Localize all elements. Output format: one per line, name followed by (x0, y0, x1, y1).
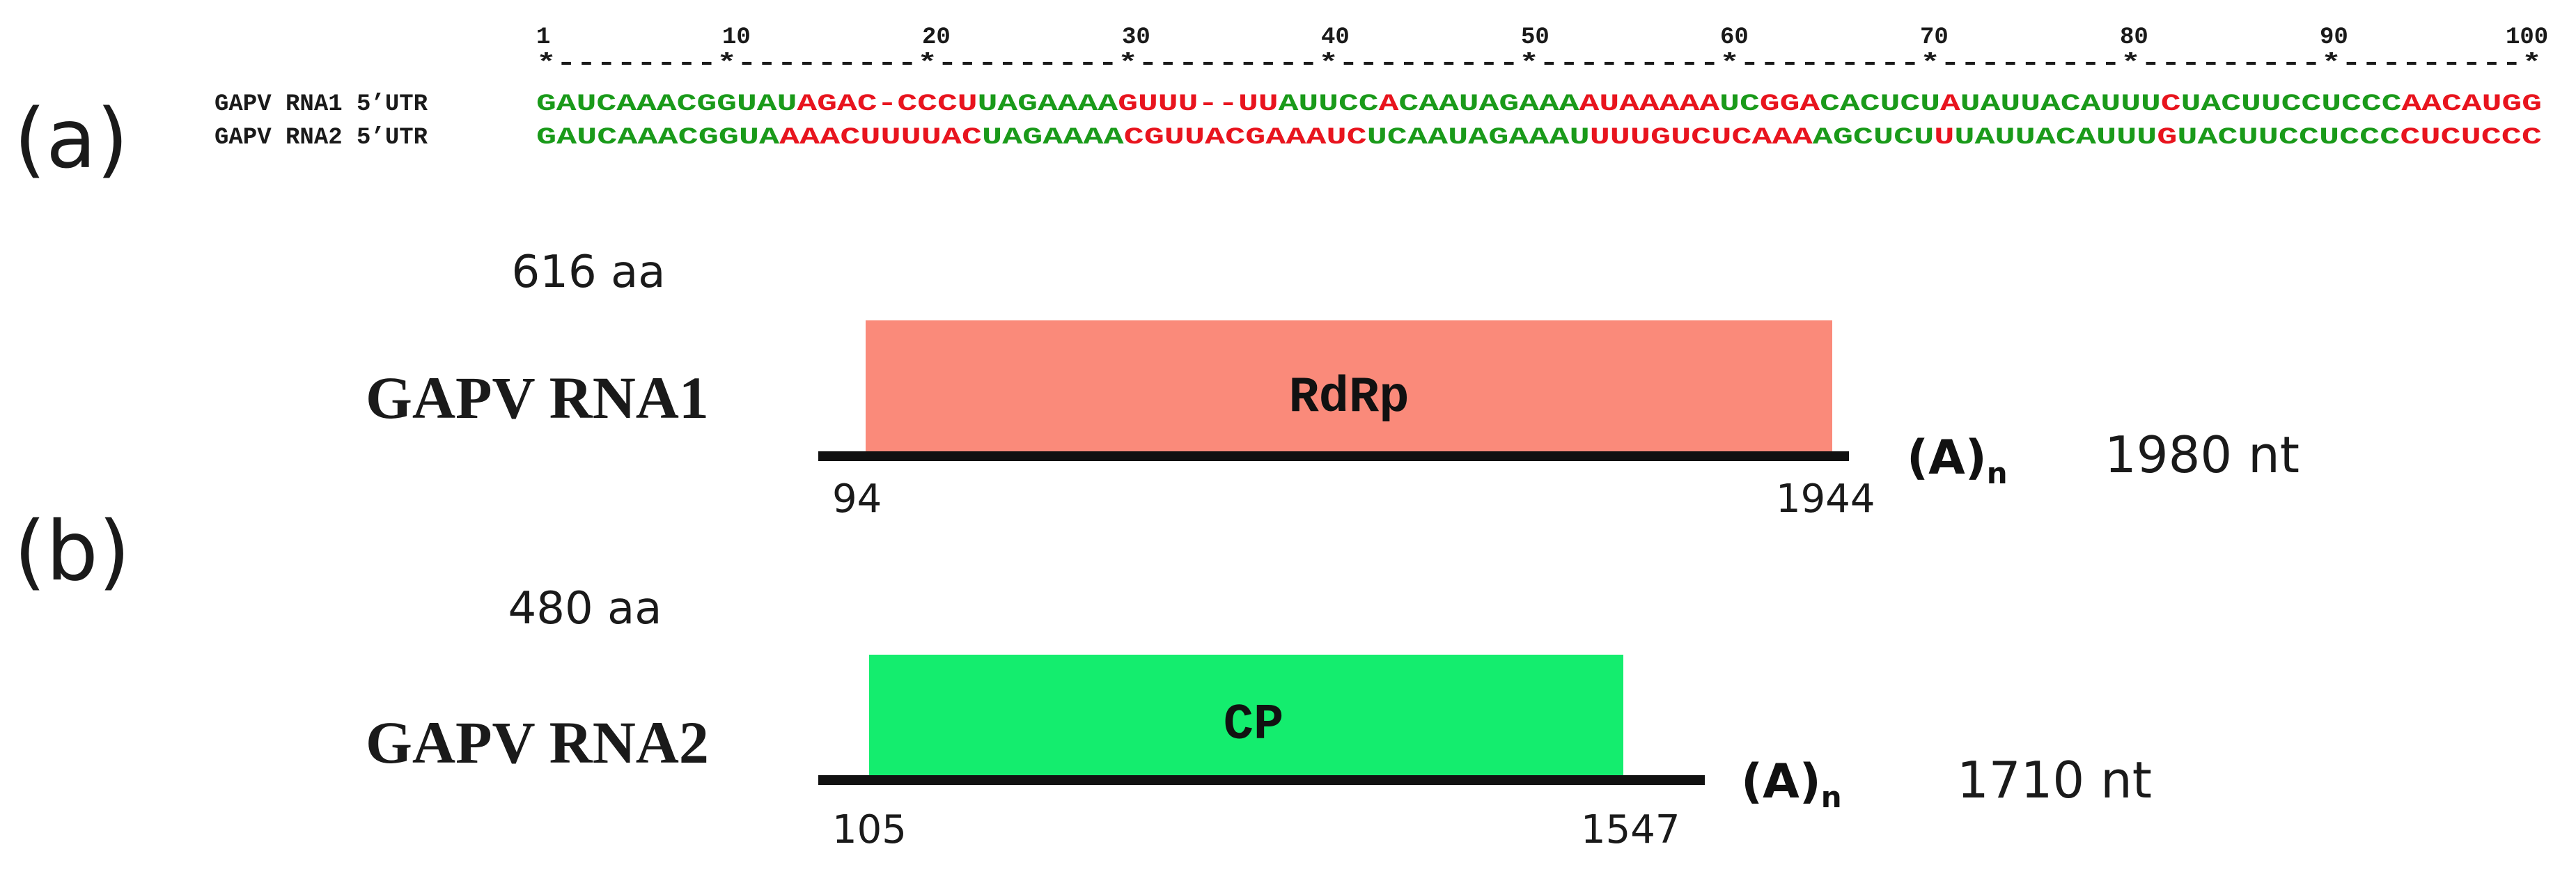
genome-map-rna2: 480 aa CP GAPV RNA2 105 1547 (A)n 1710 n… (366, 583, 2152, 852)
conserved-segment: UAUUACAUUU (1954, 125, 2157, 151)
ruler-number: 40 (1321, 24, 1350, 51)
protein-name-label: RdRp (1289, 369, 1410, 426)
conserved-segment: UACUUCCUCCC (2181, 91, 2402, 118)
ruler-number: 100 (2506, 24, 2548, 51)
utr-alignment: GAPV RNA1 5’UTR GAUCAAACGGUAU AGAC-CCCU UA… (214, 91, 2542, 151)
variable-segment: A (1379, 91, 1400, 118)
variable-segment: C (2161, 91, 2181, 118)
variable-segment: CGUUACGA (1124, 125, 1287, 151)
orf-end-position: 1547 (1581, 807, 1680, 852)
conserved-segment: UACUUCCUCCC (2177, 125, 2400, 151)
conserved-segment: UAGAAAA (982, 125, 1124, 151)
variable-segment: AGAC-CCCU (797, 91, 977, 118)
orf-end-position: 1944 (1776, 476, 1875, 522)
panel-label-a: (a) (14, 91, 128, 187)
variable-segment: U (1934, 125, 1954, 151)
genome-length-label: 1710 nt (1957, 751, 2152, 809)
alignment-row-label: GAPV RNA2 5’UTR (214, 125, 428, 151)
poly-a-tail: (A)n (1907, 430, 2008, 490)
conserved-segment: AGCUCU (1813, 125, 1935, 151)
ruler-number: 80 (2120, 24, 2148, 51)
conserved-segment: UAUUACAUUU (1960, 91, 2161, 118)
alignment-sequence-rna1: GAUCAAACGGUAU AGAC-CCCU UAGAAAA GUUU--UU AUU… (536, 91, 2542, 118)
conserved-segment: CUCU (1860, 91, 1940, 118)
orf-start-position: 94 (832, 476, 882, 522)
variable-segment: AACAUGG (2401, 91, 2542, 118)
ruler-number: 1 (536, 24, 550, 51)
ruler-number: 20 (922, 24, 951, 51)
variable-segment: AAA (1751, 125, 1813, 151)
ruler-number: 90 (2320, 24, 2348, 51)
orf-box-rdrp (866, 320, 1832, 456)
variable-segment: AAACUUUUAC (779, 125, 982, 151)
variable-segment: CUCUCCC (2400, 125, 2542, 151)
conserved-segment: CA (1820, 91, 1860, 118)
variable-segment: AUAAAAA (1579, 91, 1720, 118)
genome-name-label: GAPV RNA1 (366, 364, 709, 431)
ruler-number: 70 (1920, 24, 1949, 51)
protein-name-label: CP (1224, 696, 1283, 754)
ruler-number: 60 (1720, 24, 1749, 51)
variable-segment: A (1940, 91, 1961, 118)
conserved-segment: U (1367, 125, 1387, 151)
genome-name-label: GAPV RNA2 (366, 709, 709, 776)
conserved-segment: CAAUAGAAA (1398, 91, 1579, 118)
genome-map-rna1: 616 aa RdRp GAPV RNA1 94 1944 (A)n 1980 … (366, 247, 2300, 522)
variable-segment: UUUGUCUC (1590, 125, 1752, 151)
orf-start-position: 105 (832, 807, 907, 852)
conserved-segment: GAUCAAACGGUAU (536, 91, 797, 118)
conserved-segment: AUUCC (1279, 91, 1379, 118)
protein-length-label: 480 aa (508, 583, 662, 634)
ruler-number: 10 (722, 24, 751, 51)
conserved-segment: CAAUAGAAAU (1387, 125, 1590, 151)
ruler-number: 50 (1521, 24, 1549, 51)
ruler-number: 30 (1122, 24, 1150, 51)
sequence-ruler: 1 10 20 30 40 50 60 70 80 90 100 *------… (536, 24, 2548, 77)
ruler-line: *--------*---------*---------*---------*… (536, 51, 2542, 77)
panel-label-b: (b) (14, 503, 130, 599)
alignment-row-label: GAPV RNA1 5’UTR (214, 91, 428, 118)
alignment-sequence-rna2: GAUCAAACGGUA AAACUUUUAC UAGAAAA CGUUACGA AAU… (536, 125, 2542, 151)
conserved-segment: GAUCAAACGGUA (536, 125, 780, 151)
orf-box-cp (869, 655, 1623, 780)
variable-segment: GGA (1760, 91, 1820, 118)
variable-segment: G (2157, 125, 2177, 151)
poly-a-tail: (A)n (1741, 754, 1842, 814)
variable-segment: AAUC (1286, 125, 1366, 151)
conserved-segment: UC (1719, 91, 1760, 118)
protein-length-label: 616 aa (512, 247, 666, 298)
conserved-segment: UAGAAAA (978, 91, 1118, 118)
variable-segment: GUUU--UU (1118, 91, 1278, 118)
genome-length-label: 1980 nt (2105, 426, 2300, 484)
